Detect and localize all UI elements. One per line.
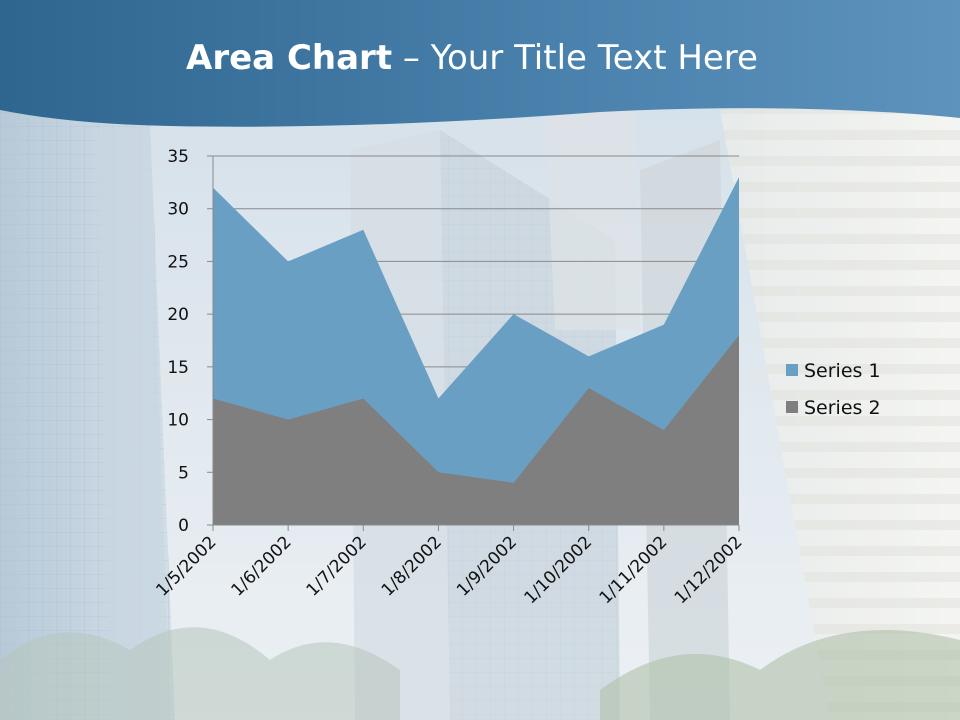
title-bold: Area Chart [186,38,393,78]
header-band [0,0,960,127]
y-tick-label: 5 [178,463,189,483]
x-axis-labels: 1/5/2002 1/6/2002 1/7/2002 1/8/2002 1/9/2002… [152,532,746,608]
y-tick-label: 20 [167,305,189,325]
x-tick-label: 1/7/2002 [303,532,371,600]
legend-swatch-series-1 [786,364,798,376]
area-series-2 [213,335,739,525]
legend-label-series-2: Series 2 [804,397,881,419]
y-tick-label: 30 [167,200,189,220]
title-rest: – Your Title Text Here [392,38,758,78]
x-tick-label: 1/11/2002 [596,532,672,608]
y-tick-label: 0 [178,516,189,536]
x-tick-label: 1/6/2002 [228,532,296,600]
y-tick-label: 25 [167,252,189,272]
chart-axes [207,155,740,531]
x-tick-label: 1/9/2002 [453,532,521,600]
legend-swatch-series-2 [786,401,798,413]
chart-areas [213,177,739,526]
page-title: Area Chart – Your Title Text Here [0,38,944,78]
y-tick-label: 35 [167,147,189,167]
x-tick-label: 1/8/2002 [378,532,446,600]
y-tick-label: 10 [167,411,189,431]
y-axis-labels: 0 5 10 15 20 25 30 35 [167,147,189,536]
x-tick-label: 1/5/2002 [152,532,220,600]
y-tick-label: 15 [167,358,189,378]
legend-label-series-1: Series 1 [804,360,881,382]
x-tick-label: 1/12/2002 [671,532,747,608]
legend: Series 1 Series 2 [786,360,881,419]
x-tick-label: 1/10/2002 [520,532,596,608]
